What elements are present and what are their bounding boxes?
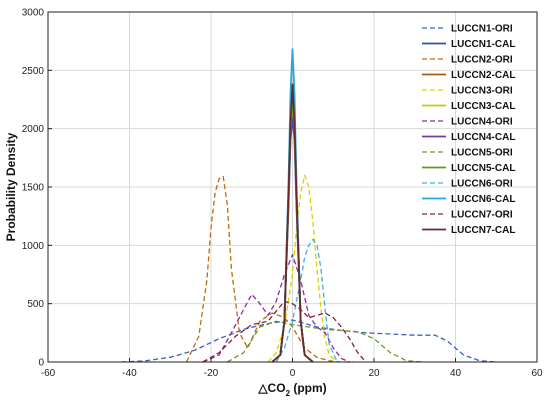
y-tick-label: 0 [38, 358, 44, 369]
x-tick-label: 60 [531, 368, 543, 379]
legend-label-luccn6-cal: LUCCN6-CAL [451, 194, 515, 205]
legend-label-luccn7-cal: LUCCN7-CAL [451, 225, 515, 236]
y-axis-ticks: 0 500 1000 1500 2000 2500 3000 [22, 8, 52, 369]
legend-label-luccn4-cal: LUCCN4-CAL [451, 132, 515, 143]
x-axis-title-main: △CO [257, 381, 285, 395]
y-axis-title: Probability Density [4, 132, 18, 241]
x-tick-label: 0 [290, 368, 296, 379]
x-tick-label: -40 [122, 368, 137, 379]
legend-label-luccn2-cal: LUCCN2-CAL [451, 70, 515, 81]
series-layer [121, 48, 497, 363]
legend-label-luccn2-ori: LUCCN2-ORI [451, 55, 513, 66]
x-tick-label: 40 [450, 368, 462, 379]
x-tick-label: -20 [204, 368, 219, 379]
series-line-luccn3-ori [267, 174, 338, 363]
series-line-luccn1-ori [121, 319, 497, 363]
y-tick-label: 3000 [22, 8, 45, 19]
legend-label-luccn6-ori: LUCCN6-ORI [451, 179, 513, 190]
x-axis-ticks: -60 -40 -20 0 20 40 60 [41, 358, 543, 379]
y-tick-label: 1500 [22, 183, 45, 194]
x-axis-title: △CO2 (ppm) [257, 381, 326, 398]
legend: LUCCN1-ORI LUCCN1-CAL LUCCN2-ORI LUCCN2-CAL… [422, 24, 515, 236]
series-line-luccn7-cal [271, 83, 314, 363]
legend-label-luccn3-ori: LUCCN3-ORI [451, 86, 513, 97]
series-line-luccn4-ori [202, 254, 350, 363]
y-tick-label: 1000 [22, 241, 45, 252]
series-line-luccn5-ori [226, 320, 423, 363]
legend-label-luccn4-ori: LUCCN4-ORI [451, 117, 513, 128]
x-axis-title-suffix: (ppm) [290, 381, 327, 395]
y-tick-label: 2000 [22, 124, 45, 135]
series-line-luccn7-ori [202, 300, 367, 363]
legend-label-luccn1-cal: LUCCN1-CAL [451, 39, 515, 50]
x-tick-label: 20 [368, 368, 380, 379]
legend-label-luccn5-cal: LUCCN5-CAL [451, 163, 515, 174]
legend-label-luccn5-ori: LUCCN5-ORI [451, 148, 513, 159]
legend-label-luccn3-cal: LUCCN3-CAL [451, 101, 515, 112]
legend-label-luccn7-ori: LUCCN7-ORI [451, 210, 513, 221]
x-tick-label: -60 [41, 368, 56, 379]
legend-label-luccn1-ori: LUCCN1-ORI [451, 24, 513, 35]
y-tick-label: 2500 [22, 66, 45, 77]
series-line-luccn2-ori [185, 175, 354, 363]
y-tick-label: 500 [27, 299, 44, 310]
x-axis-title-subscript: 2 [286, 389, 291, 398]
